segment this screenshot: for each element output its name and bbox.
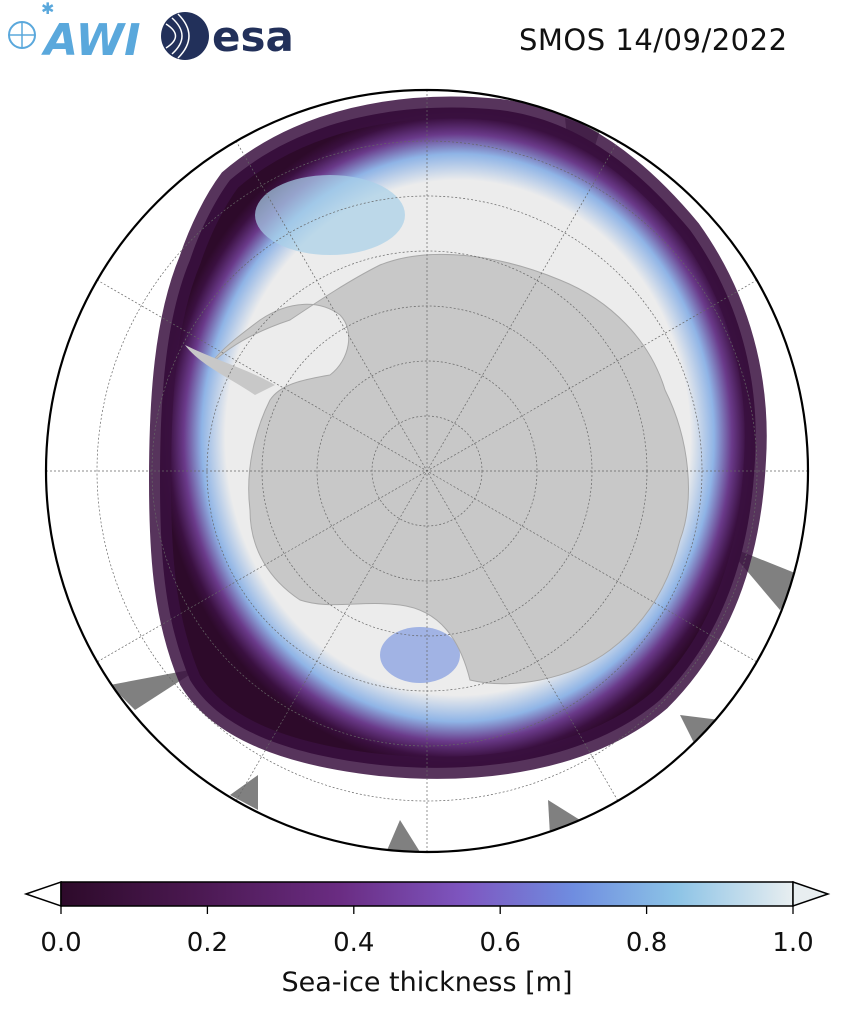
antarctic-peninsula <box>185 345 275 395</box>
colorbar-extend-min <box>23 880 62 908</box>
thin-ice-rim <box>148 96 767 779</box>
star-icon: ✱ <box>41 0 54 18</box>
colorbar-ticks: 0.0 0.2 0.4 0.6 0.8 1.0 <box>40 906 814 958</box>
colorbar-tick-label: 0.6 <box>480 928 521 958</box>
colorbar: 0.0 0.2 0.4 0.6 0.8 1.0 Sea-ice thickness [m] <box>23 880 831 998</box>
esa-logo-text: esa <box>212 12 294 61</box>
colorbar-tick-label: 1.0 <box>772 928 813 958</box>
map-title: SMOS 14/09/2022 <box>519 23 788 57</box>
awi-logo-text: AWI <box>41 15 141 66</box>
colorbar-label: Sea-ice thickness [m] <box>281 967 572 998</box>
esa-logo: esa <box>161 12 294 61</box>
logo-area: ✱ AWI esa <box>8 0 294 66</box>
map-boundary <box>44 88 810 854</box>
colorbar-tick-label: 0.2 <box>187 928 228 958</box>
awi-logo: ✱ AWI <box>8 0 141 66</box>
colorbar-tick-label: 0.8 <box>626 928 667 958</box>
colorbar-extend-max <box>792 880 831 908</box>
colorbar-tick-label: 0.0 <box>40 928 81 958</box>
weddell-sea-thick-ice <box>255 175 405 255</box>
antarctica-land <box>209 253 689 685</box>
colorbar-tick-label: 0.4 <box>333 928 374 958</box>
graticule <box>46 90 808 852</box>
ross-sea-ice-patch <box>380 627 460 683</box>
colorbar-gradient <box>60 881 794 907</box>
polar-map <box>44 88 810 854</box>
